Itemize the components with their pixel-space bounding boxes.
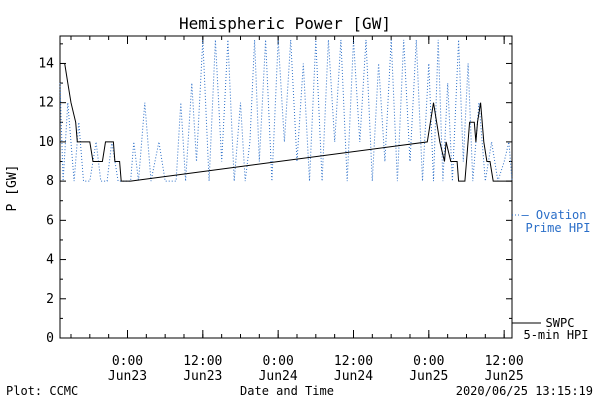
x-tick-date-label: Jun23	[183, 369, 222, 384]
x-tick-date-label: Jun24	[334, 369, 373, 384]
footer-plot-source: Plot: CCMC	[6, 384, 78, 398]
y-tick-label: 10	[38, 135, 54, 150]
legend-ovation-line1: — Ovation	[521, 208, 586, 222]
y-axis-label: P [GW]	[5, 165, 20, 212]
y-tick-label: 0	[46, 331, 54, 346]
x-axis-ticks: 0:00Jun2312:00Jun230:00Jun2412:00Jun240:…	[70, 36, 524, 384]
y-tick-label: 14	[38, 56, 54, 71]
y-tick-label: 4	[46, 253, 54, 268]
legend-swpc: SWPC 5-min HPI	[512, 316, 589, 342]
x-tick-date-label: Jun25	[409, 369, 448, 384]
legend-swpc-line2: 5-min HPI	[523, 328, 588, 342]
swpc-hpi-line	[60, 63, 512, 182]
chart-title: Hemispheric Power [GW]	[179, 14, 391, 33]
x-tick-time-label: 0:00	[262, 354, 293, 369]
series-layer	[59, 39, 513, 182]
x-tick-time-label: 12:00	[183, 354, 222, 369]
y-tick-label: 12	[38, 96, 54, 111]
y-tick-label: 2	[46, 292, 54, 307]
y-tick-label: 8	[46, 174, 54, 189]
legend-swpc-line1: SWPC	[546, 316, 575, 330]
x-tick-date-label: Jun25	[485, 369, 524, 384]
x-tick-time-label: 0:00	[413, 354, 444, 369]
plot-frame	[59, 35, 513, 339]
x-axis-label: Date and Time	[240, 384, 334, 398]
x-tick-time-label: 12:00	[485, 354, 524, 369]
legend-ovation-line2: Prime HPI	[525, 221, 590, 235]
legend-ovation: — Ovation Prime HPI	[512, 208, 591, 235]
y-axis-ticks: 0 2 4 6 8 10 12 14	[38, 43, 512, 346]
x-tick-date-label: Jun23	[108, 369, 147, 384]
x-tick-time-label: 12:00	[334, 354, 373, 369]
y-tick-label: 6	[46, 213, 54, 228]
footer-timestamp: 2020/06/25 13:15:19	[456, 384, 593, 398]
x-tick-date-label: Jun24	[259, 369, 298, 384]
x-tick-time-label: 0:00	[112, 354, 143, 369]
